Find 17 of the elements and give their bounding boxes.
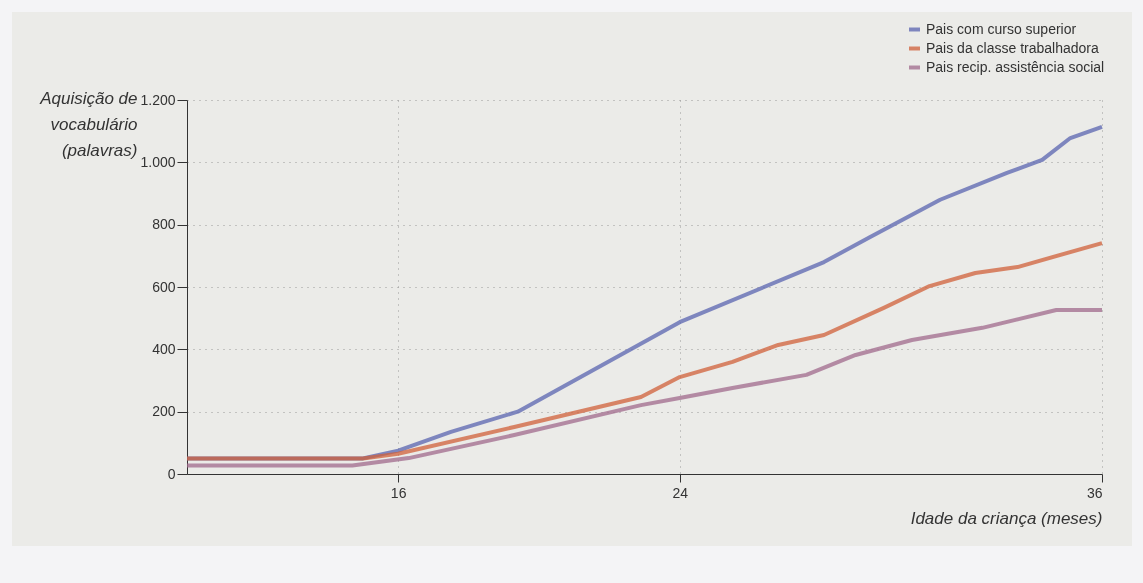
y-tick-label: 800	[152, 216, 176, 233]
y-tick-label: 1.200	[140, 91, 176, 108]
x-axis-title: Idade da criança (meses)	[910, 508, 1103, 528]
line-series	[185, 241, 1104, 461]
x-tick-label: 24	[672, 484, 689, 501]
y-tick-label: 600	[152, 278, 176, 295]
y-axis-title: Aquisição de vocabulário (palavras)	[39, 88, 138, 160]
x-tick-label: 16	[390, 484, 407, 501]
legend-label: Pais com curso superior	[926, 20, 1077, 37]
y-tick-label: 400	[152, 340, 176, 357]
y-tick-label: 0	[167, 465, 176, 482]
legend-label: Pais da classe trabalhadora	[926, 39, 1099, 56]
legend-label: Pais recip. assistência social	[926, 58, 1105, 75]
y-tick-label: 200	[152, 403, 176, 420]
x-tick-label: 36	[1086, 484, 1103, 501]
y-tick-label: 1.000	[140, 153, 176, 170]
line-series	[185, 308, 1104, 468]
